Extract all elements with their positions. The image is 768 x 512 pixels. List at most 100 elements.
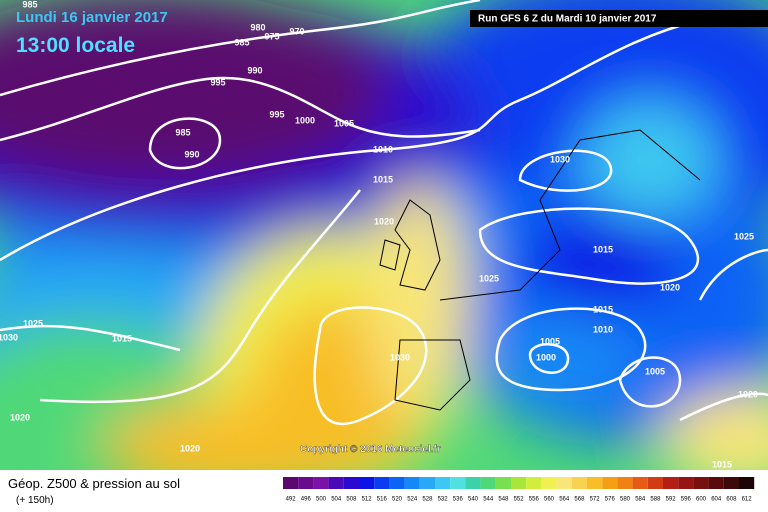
scale-label: 524 bbox=[407, 497, 418, 503]
isobar-label: 985 bbox=[234, 37, 249, 47]
scale-swatch bbox=[450, 477, 466, 489]
scale-swatch bbox=[663, 477, 679, 489]
scale-label: 508 bbox=[346, 497, 357, 503]
scale-label: 568 bbox=[574, 497, 585, 503]
scale-label: 580 bbox=[620, 497, 631, 503]
footer-lead: (+ 150h) bbox=[16, 495, 54, 506]
isobar-label: 1015 bbox=[712, 459, 732, 469]
scale-swatch bbox=[723, 477, 739, 489]
isobar-label: 1030 bbox=[0, 332, 18, 342]
scale-swatch bbox=[511, 477, 527, 489]
scale-swatch bbox=[435, 477, 451, 489]
isobar-label: 1020 bbox=[180, 443, 200, 453]
scale-swatch bbox=[480, 477, 496, 489]
isobar-label: 980 bbox=[250, 22, 265, 32]
isobar-label: 1005 bbox=[645, 366, 665, 376]
copyright: Copyright © 2016 Meteociel.fr bbox=[300, 444, 441, 455]
isobar-label: 1020 bbox=[374, 216, 394, 226]
scale-label: 556 bbox=[529, 497, 540, 503]
scale-swatch bbox=[404, 477, 420, 489]
isobars bbox=[0, 0, 768, 426]
isobar-label: 985 bbox=[22, 0, 37, 9]
isobar-label: 985 bbox=[175, 127, 190, 137]
scale-swatch bbox=[343, 477, 359, 489]
run-banner bbox=[470, 10, 768, 27]
scale-swatch bbox=[739, 477, 755, 489]
isobar-label: 1015 bbox=[373, 174, 393, 184]
scale-label: 608 bbox=[726, 497, 737, 503]
scale-swatch bbox=[419, 477, 435, 489]
scale-label: 496 bbox=[301, 497, 312, 503]
isobar-label: 1000 bbox=[536, 352, 556, 362]
isobar-label: 1025 bbox=[734, 231, 754, 241]
scale-label: 544 bbox=[483, 497, 494, 503]
isobar-label: 990 bbox=[247, 65, 262, 75]
scale-label: 520 bbox=[392, 497, 403, 503]
isobar-label: 1010 bbox=[593, 324, 613, 334]
isobar-label: 1015 bbox=[593, 244, 613, 254]
scale-swatch bbox=[708, 477, 724, 489]
scale-swatch bbox=[313, 477, 329, 489]
isobar-label: 1020 bbox=[10, 412, 30, 422]
scale-label: 552 bbox=[514, 497, 525, 503]
isobar-label: 1000 bbox=[295, 115, 315, 125]
color-scale: 492 496 500 504 508 512 516 520 524 528 532 536 540 5… bbox=[283, 477, 755, 503]
forecast-time: 13:00 locale bbox=[16, 34, 135, 57]
scale-label: 528 bbox=[422, 497, 433, 503]
scale-label: 600 bbox=[696, 497, 707, 503]
scale-label: 604 bbox=[711, 497, 722, 503]
isobar-label: 1015 bbox=[112, 333, 132, 343]
isobar-label: 1010 bbox=[373, 144, 393, 154]
scale-swatch bbox=[298, 477, 314, 489]
isobar-label: 1025 bbox=[23, 318, 43, 328]
scale-swatch bbox=[526, 477, 542, 489]
isobar-label: 1030 bbox=[390, 352, 410, 362]
isobar-label: 970 bbox=[289, 26, 304, 36]
scale-swatch bbox=[647, 477, 663, 489]
isobar-label: 1025 bbox=[479, 273, 499, 283]
scale-swatch bbox=[556, 477, 572, 489]
scale-swatch bbox=[541, 477, 557, 489]
scale-label: 500 bbox=[316, 497, 327, 503]
footer-title: Géop. Z500 & pression au sol bbox=[8, 476, 180, 491]
isobar-label: 975 bbox=[264, 31, 279, 41]
isobar-label: 990 bbox=[184, 149, 199, 159]
scale-swatch bbox=[571, 477, 587, 489]
scale-swatch bbox=[587, 477, 603, 489]
isobar-label: 1005 bbox=[334, 118, 354, 128]
scale-swatch bbox=[389, 477, 405, 489]
scale-swatch bbox=[374, 477, 390, 489]
coastlines bbox=[379, 129, 701, 411]
isobar-label: 1005 bbox=[540, 336, 560, 346]
scale-swatch bbox=[465, 477, 481, 489]
scale-label: 532 bbox=[438, 497, 449, 503]
scale-label: 584 bbox=[635, 497, 646, 503]
isobar-label: 1030 bbox=[550, 154, 570, 164]
scale-label: 572 bbox=[590, 497, 601, 503]
scale-label: 516 bbox=[377, 497, 388, 503]
scale-label: 588 bbox=[650, 497, 661, 503]
run-info: Run GFS 6 Z du Mardi 10 janvier 2017 bbox=[478, 14, 657, 25]
scale-label: 512 bbox=[362, 497, 373, 503]
scale-swatch bbox=[693, 477, 709, 489]
scale-label: 560 bbox=[544, 497, 555, 503]
scale-swatch bbox=[632, 477, 648, 489]
isobar-label: 1020 bbox=[738, 389, 758, 399]
scale-label: 548 bbox=[498, 497, 509, 503]
isobar-label: 995 bbox=[269, 109, 284, 119]
scale-label: 536 bbox=[453, 497, 464, 503]
scale-swatch bbox=[283, 477, 299, 489]
isobar-label: 1015 bbox=[593, 304, 613, 314]
forecast-date: Lundi 16 janvier 2017 bbox=[16, 9, 168, 26]
scale-label: 504 bbox=[331, 497, 342, 503]
scale-swatch bbox=[678, 477, 694, 489]
scale-swatch bbox=[617, 477, 633, 489]
scale-swatch bbox=[495, 477, 511, 489]
scale-label: 596 bbox=[681, 497, 692, 503]
scale-label: 576 bbox=[605, 497, 616, 503]
scale-label: 564 bbox=[559, 497, 570, 503]
isobar-label: 995 bbox=[210, 77, 225, 87]
